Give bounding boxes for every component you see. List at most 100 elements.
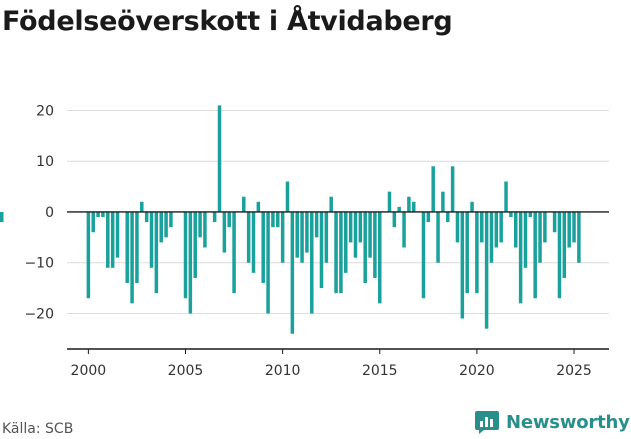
bar (504, 181, 508, 212)
bar (144, 211, 149, 223)
bar (251, 211, 256, 273)
bar (140, 201, 144, 212)
chart-bubble-icon (475, 411, 499, 434)
x-tick-label: 2010 (265, 363, 301, 379)
bar (91, 211, 95, 233)
bar (562, 211, 567, 278)
bar (222, 211, 227, 253)
bar (480, 211, 484, 243)
bar (101, 211, 105, 218)
brand-name: Newsworthy (506, 411, 630, 433)
bar (484, 211, 489, 329)
bar (455, 211, 460, 243)
x-axis (67, 348, 609, 354)
bar (110, 211, 115, 268)
bar (436, 211, 440, 263)
bar (552, 211, 557, 233)
bar (212, 211, 217, 223)
bar (373, 211, 377, 278)
bar (276, 211, 280, 228)
bar (446, 211, 450, 223)
x-tick-labels: 2000 2005 2010 2015 2020 2025 (71, 363, 592, 379)
bar (96, 211, 100, 218)
bar (159, 211, 163, 243)
bar (353, 211, 358, 258)
bar (528, 211, 533, 218)
bar (431, 166, 435, 212)
bar (363, 211, 367, 284)
bar (324, 211, 329, 263)
bar (533, 211, 537, 299)
bar (217, 105, 222, 212)
y-tick-labels: 20 10 0 −10 −20 (24, 103, 54, 322)
bar (266, 211, 270, 314)
bar (543, 211, 547, 243)
bar (577, 211, 581, 263)
bar (441, 191, 445, 212)
bar (0, 211, 4, 223)
bar (198, 211, 202, 238)
bar (509, 211, 513, 218)
bar (130, 211, 134, 304)
bar (387, 191, 392, 212)
bar (232, 211, 236, 294)
bar (567, 211, 571, 248)
bar (164, 211, 168, 238)
bar (344, 211, 348, 273)
y-tick-label: −20 (24, 306, 54, 322)
bar (329, 196, 333, 212)
x-tick-label: 2020 (459, 363, 495, 379)
bar (188, 211, 193, 314)
bar (86, 211, 91, 299)
y-tick-label: −10 (24, 256, 54, 272)
y-tick-label: 10 (36, 154, 54, 170)
bar (397, 206, 401, 212)
bar (412, 201, 416, 212)
bar (499, 211, 503, 243)
bar (135, 211, 139, 284)
bar (489, 211, 494, 263)
chart-title: Födelseöverskott i Åtvidaberg (2, 6, 453, 37)
bar (305, 211, 309, 253)
bar (125, 211, 129, 284)
bar (494, 211, 499, 248)
bar (465, 211, 469, 294)
bar (392, 211, 397, 228)
bar (154, 211, 159, 294)
bar (402, 211, 406, 248)
bar (227, 211, 231, 228)
bar (557, 211, 562, 299)
bar (246, 211, 251, 263)
bar (261, 211, 265, 284)
bar (348, 211, 353, 243)
bar (242, 196, 246, 212)
bar (460, 211, 465, 319)
x-tick-label: 2015 (362, 363, 398, 379)
x-tick-label: 2005 (168, 363, 204, 379)
bar (358, 211, 363, 243)
bar (106, 211, 110, 268)
x-tick-label: 2000 (71, 363, 107, 379)
bar (271, 211, 275, 228)
bar (319, 211, 324, 289)
bar (572, 211, 576, 243)
bar (169, 211, 173, 228)
bar (115, 211, 120, 258)
bar (378, 211, 382, 304)
bar (368, 211, 372, 258)
bar (407, 196, 411, 212)
bar (310, 211, 314, 314)
bar (421, 211, 426, 299)
bar (334, 211, 338, 294)
bar (538, 211, 542, 263)
bars (0, 105, 581, 334)
bar (285, 181, 290, 212)
bar (514, 211, 518, 248)
bar (290, 211, 295, 334)
bar (426, 211, 431, 223)
bar (149, 211, 154, 268)
bar (339, 211, 343, 294)
brand-logo[interactable]: Newsworthy (474, 408, 630, 436)
bar (475, 211, 479, 294)
